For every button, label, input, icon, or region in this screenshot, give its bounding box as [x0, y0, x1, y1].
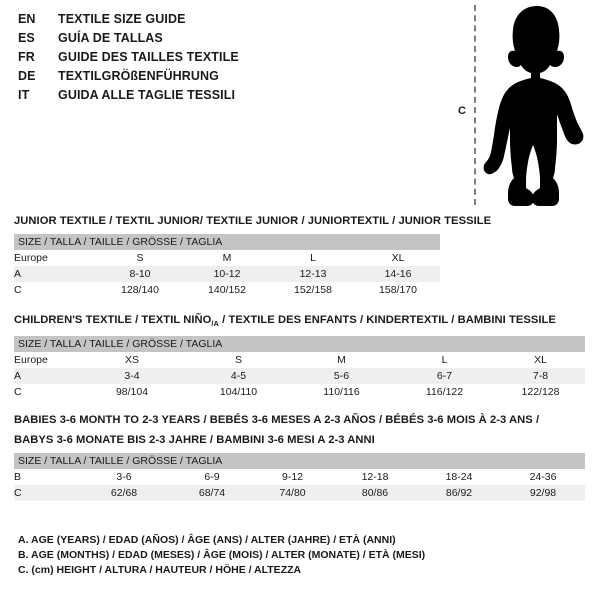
- section-children-title-pre: CHILDREN'S TEXTILE / TEXTIL NIÑO: [14, 314, 212, 326]
- babies-b-col3: 9-12: [252, 469, 333, 485]
- junior-a-col1: 8-10: [96, 266, 184, 282]
- junior-a-col4: 14-16: [356, 266, 441, 282]
- babies-band-row: SIZE / TALLA / TAILLE / GRÖSSE / TAGLIA: [14, 453, 585, 469]
- children-c-col4: 116/122: [393, 384, 496, 401]
- language-title-en: TEXTILE SIZE GUIDE: [58, 12, 186, 26]
- table-row: A 3-4 4-5 5-6 6-7 7-8: [14, 368, 586, 385]
- junior-row-label-c: C: [14, 282, 96, 298]
- language-code-en: EN: [18, 12, 36, 26]
- language-code-fr: FR: [18, 50, 35, 64]
- section-children-title-sub: /A: [211, 319, 219, 329]
- junior-row-label-a: A: [14, 266, 96, 282]
- table-row: A 8-10 10-12 12-13 14-16: [14, 266, 441, 282]
- language-code-es: ES: [18, 31, 35, 45]
- section-children-textile: CHILDREN'S TEXTILE / TEXTIL NIÑO/A / TEX…: [14, 313, 586, 401]
- toddler-silhouette-icon: [483, 6, 584, 206]
- junior-size-table: SIZE / TALLA / TAILLE / GRÖSSE / TAGLIA …: [14, 234, 441, 298]
- junior-c-col2: 140/152: [184, 282, 270, 298]
- babies-c-col5: 86/92: [417, 485, 501, 501]
- babies-b-col4: 12-18: [333, 469, 417, 485]
- section-children-title: CHILDREN'S TEXTILE / TEXTIL NIÑO/A / TEX…: [14, 313, 585, 331]
- babies-band-label: SIZE / TALLA / TAILLE / GRÖSSE / TAGLIA: [14, 453, 585, 469]
- language-title-de: TEXTILGRÖßENFÜHRUNG: [58, 69, 219, 83]
- babies-c-col4: 80/86: [333, 485, 417, 501]
- table-row: B 3-6 6-9 9-12 12-18 18-24 24-36: [14, 469, 585, 485]
- babies-b-col6: 24-36: [501, 469, 585, 485]
- children-europe-col2: S: [187, 352, 290, 369]
- babies-b-col5: 18-24: [417, 469, 501, 485]
- legend-block: A. AGE (YEARS) / EDAD (AÑOS) / ÂGE (ANS)…: [18, 533, 578, 578]
- children-europe-col4: L: [393, 352, 496, 369]
- children-a-col4: 6-7: [393, 368, 496, 385]
- table-row: Europe XS S M L XL: [14, 352, 586, 369]
- language-title-block: EN TEXTILE SIZE GUIDE ES GUÍA DE TALLAS …: [18, 12, 438, 107]
- language-row-fr: FR GUIDE DES TAILLES TEXTILE: [18, 50, 438, 69]
- table-row: Europe S M L XL: [14, 250, 441, 266]
- babies-c-col2: 68/74: [172, 485, 252, 501]
- language-title-es: GUÍA DE TALLAS: [58, 31, 163, 45]
- junior-a-col3: 12-13: [270, 266, 356, 282]
- junior-c-col4: 158/170: [356, 282, 441, 298]
- babies-b-col2: 6-9: [172, 469, 252, 485]
- language-row-en: EN TEXTILE SIZE GUIDE: [18, 12, 438, 31]
- legend-line-a: A. AGE (YEARS) / EDAD (AÑOS) / ÂGE (ANS)…: [18, 534, 396, 546]
- table-row: C 98/104 104/110 110/116 116/122 122/128: [14, 384, 586, 401]
- children-row-label-c: C: [14, 384, 77, 401]
- children-a-col3: 5-6: [290, 368, 393, 385]
- language-title-it: GUIDA ALLE TAGLIE TESSILI: [58, 88, 236, 102]
- children-size-table: SIZE / TALLA / TAILLE / GRÖSSE / TAGLIA …: [14, 336, 586, 401]
- language-title-fr: GUIDE DES TAILLES TEXTILE: [58, 50, 239, 64]
- section-junior-textile: JUNIOR TEXTILE / TEXTIL JUNIOR/ TEXTILE …: [14, 214, 491, 298]
- language-row-de: DE TEXTILGRÖßENFÜHRUNG: [18, 69, 438, 88]
- children-row-label-a: A: [14, 368, 77, 385]
- junior-europe-col4: XL: [356, 250, 441, 266]
- children-a-col5: 7-8: [496, 368, 586, 385]
- table-row: C 62/68 68/74 74/80 80/86 86/92 92/98: [14, 485, 585, 501]
- junior-row-label-europe: Europe: [14, 250, 96, 266]
- junior-band-label: SIZE / TALLA / TAILLE / GRÖSSE / TAGLIA: [14, 234, 441, 250]
- language-row-it: IT GUIDA ALLE TAGLIE TESSILI: [18, 88, 438, 107]
- language-code-de: DE: [18, 69, 36, 83]
- babies-c-col1: 62/68: [76, 485, 172, 501]
- junior-europe-col2: M: [184, 250, 270, 266]
- height-measure-label: C: [458, 105, 466, 117]
- legend-line-c: C. (cm) HEIGHT / ALTURA / HAUTEUR / HÖHE…: [18, 564, 302, 576]
- junior-europe-col1: S: [96, 250, 184, 266]
- babies-size-table: SIZE / TALLA / TAILLE / GRÖSSE / TAGLIA …: [14, 453, 585, 501]
- children-a-col2: 4-5: [187, 368, 290, 385]
- babies-row-label-c: C: [14, 485, 76, 501]
- section-babies-title-line2: BABYS 3-6 MONATE BIS 2-3 JAHRE / BAMBINI…: [14, 434, 375, 446]
- junior-a-col2: 10-12: [184, 266, 270, 282]
- children-band-row: SIZE / TALLA / TAILLE / GRÖSSE / TAGLIA: [14, 336, 586, 353]
- section-junior-title: JUNIOR TEXTILE / TEXTIL JUNIOR/ TEXTILE …: [14, 215, 492, 227]
- table-row: C 128/140 140/152 152/158 158/170: [14, 282, 441, 298]
- children-c-col2: 104/110: [187, 384, 290, 401]
- language-code-it: IT: [18, 88, 30, 102]
- children-c-col3: 110/116: [290, 384, 393, 401]
- children-c-col1: 98/104: [77, 384, 187, 401]
- height-illustration: C: [440, 0, 600, 212]
- children-band-label: SIZE / TALLA / TAILLE / GRÖSSE / TAGLIA: [14, 336, 586, 353]
- height-dashed-line: [474, 5, 476, 205]
- babies-c-col3: 74/80: [252, 485, 333, 501]
- language-row-es: ES GUÍA DE TALLAS: [18, 31, 438, 50]
- junior-c-col3: 152/158: [270, 282, 356, 298]
- legend-line-b: B. AGE (MONTHS) / EDAD (MESES) / ÂGE (MO…: [18, 549, 426, 561]
- junior-europe-col3: L: [270, 250, 356, 266]
- children-row-label-europe: Europe: [14, 352, 77, 369]
- babies-row-label-b: B: [14, 469, 76, 485]
- babies-b-col1: 3-6: [76, 469, 172, 485]
- section-children-title-post: / TEXTILE DES ENFANTS / KINDERTEXTIL / B…: [218, 314, 556, 326]
- junior-band-row: SIZE / TALLA / TAILLE / GRÖSSE / TAGLIA: [14, 234, 441, 250]
- babies-c-col6: 92/98: [501, 485, 585, 501]
- junior-c-col1: 128/140: [96, 282, 184, 298]
- children-europe-col3: M: [290, 352, 393, 369]
- children-europe-col5: XL: [496, 352, 586, 369]
- children-c-col5: 122/128: [496, 384, 586, 401]
- children-europe-col1: XS: [77, 352, 187, 369]
- children-a-col1: 3-4: [77, 368, 187, 385]
- section-babies-textile: BABIES 3-6 MONTH TO 2-3 YEARS / BEBÉS 3-…: [14, 413, 585, 501]
- section-babies-title-line1: BABIES 3-6 MONTH TO 2-3 YEARS / BEBÉS 3-…: [14, 414, 540, 426]
